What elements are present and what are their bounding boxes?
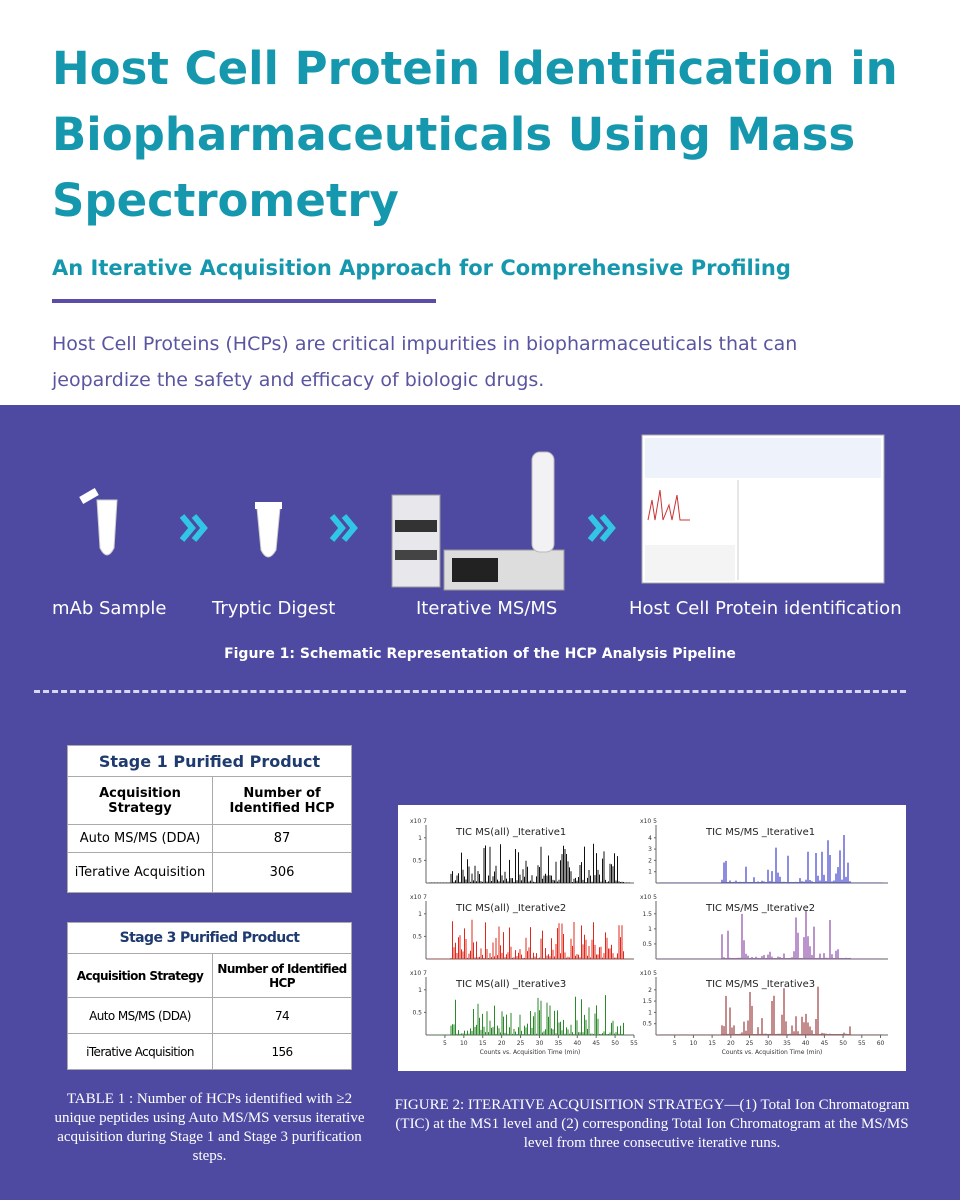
- axis-scale: x10 5: [640, 970, 657, 977]
- x-tick-label: 40: [802, 1040, 810, 1047]
- y-tick-label: 1.5: [642, 911, 652, 918]
- axis-scale: x10 7: [410, 970, 427, 977]
- step-label: Iterative MS/MS: [416, 598, 558, 619]
- figure-2: x10 7 0.5 1 TIC MS(all) _Iterative1 x10 5 1 2 3…: [398, 805, 906, 1071]
- cell: iTerative Acquisition: [67, 852, 213, 893]
- chromatogram-trace: [659, 986, 883, 1035]
- x-axis-label: Counts vs. Acquisition Time (min): [722, 1049, 823, 1056]
- x-tick-label: 25: [517, 1040, 525, 1047]
- column-header: Acquisition Strategy: [67, 776, 213, 825]
- chromatogram-trace: [429, 919, 630, 959]
- y-tick-label: 0.5: [642, 941, 652, 948]
- panel-title: TIC MS(all) _Iterative1: [455, 827, 566, 838]
- y-tick-label: 1.5: [642, 998, 652, 1005]
- x-tick-label: 60: [877, 1040, 885, 1047]
- cell: iTerative Acquisition: [67, 1033, 213, 1070]
- panel-title: TIC MS/MS _Iterative1: [705, 827, 815, 838]
- step-label: Host Cell Protein identification: [629, 598, 902, 619]
- panel-title: TIC MS/MS _Iterative3: [705, 979, 815, 990]
- table: Stage 1 Purified Product Acquisition Str…: [67, 745, 352, 893]
- x-tick-label: 55: [630, 1040, 638, 1047]
- chevron: [179, 514, 616, 542]
- axis-scale: x10 7: [410, 894, 427, 901]
- x-tick-label: 50: [611, 1040, 619, 1047]
- y-tick-label: 1: [648, 1009, 652, 1016]
- x-tick-label: 40: [573, 1040, 581, 1047]
- y-tick-label: 1: [418, 911, 422, 918]
- y-tick-label: 1: [648, 869, 652, 876]
- column-header: Acquisition Strategy: [67, 953, 213, 998]
- x-tick-label: 15: [708, 1040, 716, 1047]
- y-tick-label: 3: [648, 846, 652, 853]
- y-tick-label: 0.5: [412, 1009, 422, 1016]
- chromatogram-trace: [659, 909, 883, 959]
- step-label: mAb Sample: [52, 598, 167, 619]
- chromatogram-trace: [659, 835, 883, 883]
- x-tick-label: 55: [858, 1040, 866, 1047]
- table-caption: TABLE 1 : Number of HCPs identified with…: [54, 1091, 365, 1164]
- x-tick-label: 25: [746, 1040, 754, 1047]
- cell: 156: [212, 1033, 352, 1070]
- instrument-icon: [391, 451, 565, 591]
- axis-scale: x10 5: [640, 818, 657, 825]
- cell: Auto MS/MS (DDA): [67, 997, 213, 1034]
- divider: [52, 299, 436, 303]
- table: Stage 3 Purified Product Acquisition Str…: [67, 922, 352, 1070]
- dashed-divider: [34, 690, 906, 693]
- x-tick-label: 35: [783, 1040, 791, 1047]
- title: Host Cell Protein Identification in Biop…: [52, 42, 898, 227]
- x-tick-label: 45: [821, 1040, 829, 1047]
- cell: 87: [212, 824, 352, 853]
- x-tick-label: 35: [555, 1040, 563, 1047]
- panel-title: TIC MS(all) _Iterative3: [455, 979, 566, 990]
- y-tick-label: 4: [648, 835, 652, 842]
- y-tick-label: 2: [648, 857, 652, 864]
- column-header: Number of Identified HCP: [212, 776, 352, 825]
- figure-caption: FIGURE 2: ITERATIVE ACQUISITION STRATEGY…: [394, 1097, 910, 1151]
- table-title: Stage 1 Purified Product: [67, 745, 352, 777]
- software-screenshot: [641, 434, 885, 584]
- chromatogram-trace: [429, 843, 630, 883]
- x-tick-label: 10: [690, 1040, 698, 1047]
- axis-scale: x10 7: [410, 818, 427, 825]
- x-tick-label: 20: [727, 1040, 735, 1047]
- y-tick-label: 0.5: [642, 1021, 652, 1028]
- x-tick-label: 30: [536, 1040, 544, 1047]
- panel-title: TIC MS(all) _Iterative2: [455, 903, 566, 914]
- panel-title: TIC MS/MS _Iterative2: [705, 903, 815, 914]
- x-tick-label: 45: [592, 1040, 600, 1047]
- x-tick-label: 30: [764, 1040, 772, 1047]
- x-tick-label: 20: [498, 1040, 506, 1047]
- y-tick-label: 1: [648, 926, 652, 933]
- y-tick-label: 2: [648, 987, 652, 994]
- y-tick-label: 0.5: [412, 857, 422, 864]
- pipeline-illustration: [79, 434, 885, 591]
- tube-icon: [79, 488, 118, 556]
- intro: Host Cell Proteins (HCPs) are critical i…: [52, 333, 798, 391]
- subtitle: An Iterative Acquisition Approach for Co…: [52, 256, 791, 280]
- y-tick-label: 0.5: [412, 933, 422, 940]
- y-tick-label: 1: [418, 835, 422, 842]
- cell: 306: [212, 852, 352, 893]
- x-tick-label: 15: [479, 1040, 487, 1047]
- figure-caption: Figure 1: Schematic Representation of th…: [224, 646, 736, 662]
- x-tick-label: 10: [460, 1040, 468, 1047]
- tube-icon: [255, 502, 282, 558]
- x-tick-label: 5: [673, 1040, 677, 1047]
- axis-scale: x10 5: [640, 894, 657, 901]
- cell: 74: [212, 997, 352, 1034]
- x-tick-label: 5: [443, 1040, 447, 1047]
- table-title: Stage 3 Purified Product: [67, 922, 352, 954]
- chromatogram-trace: [429, 995, 630, 1035]
- x-tick-label: 50: [839, 1040, 847, 1047]
- step-label: Tryptic Digest: [212, 598, 336, 619]
- y-tick-label: 1: [418, 987, 422, 994]
- cell: Auto MS/MS (DDA): [67, 824, 213, 853]
- x-axis-label: Counts vs. Acquisition Time (min): [480, 1049, 581, 1056]
- column-header: Number of Identified HCP: [212, 953, 352, 998]
